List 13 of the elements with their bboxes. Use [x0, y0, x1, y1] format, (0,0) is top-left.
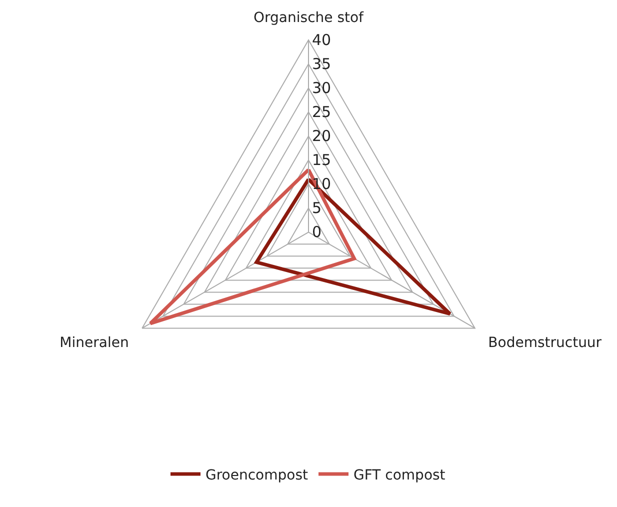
y-tick-label: 30 — [312, 78, 332, 97]
y-tick-label: 20 — [312, 126, 332, 145]
legend-label: Groencompost — [206, 468, 308, 484]
legend-label: GFT compost — [353, 468, 446, 484]
y-tick-label: 35 — [312, 54, 332, 73]
y-tick-label: 0 — [312, 223, 322, 242]
spoke-label: Bodemstructuur — [488, 335, 602, 352]
spoke-label: Mineralen — [60, 335, 129, 352]
y-tick-label: 25 — [312, 102, 332, 121]
spoke-label: Organische stof — [254, 10, 365, 26]
y-tick-label: 40 — [312, 30, 332, 49]
y-tick-label: 15 — [312, 150, 332, 169]
y-tick-label: 5 — [312, 199, 322, 218]
